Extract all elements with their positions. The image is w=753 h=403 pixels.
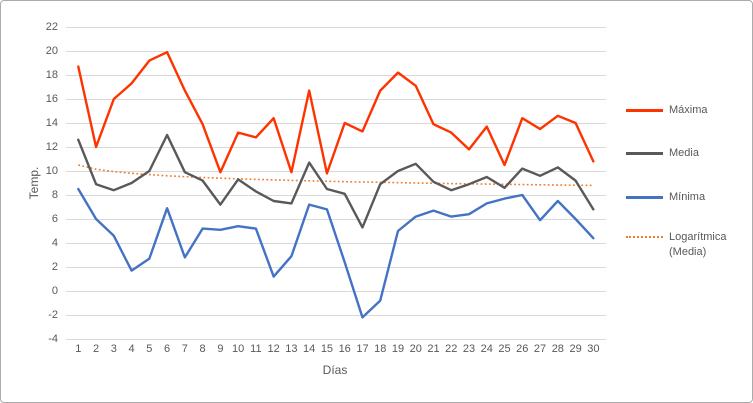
series-line-maxima bbox=[77, 51, 595, 175]
legend-item-maxima: Máxima bbox=[626, 103, 751, 118]
legend-label-minima: Mínima bbox=[669, 191, 706, 203]
x-tick-label: 27 bbox=[533, 343, 547, 355]
x-tick-label: 21 bbox=[427, 343, 440, 355]
x-tick-label: 3 bbox=[110, 343, 117, 355]
x-tick-label: 22 bbox=[445, 343, 458, 355]
x-axis-title: Días bbox=[322, 363, 348, 377]
x-tick-label: 28 bbox=[551, 343, 564, 355]
x-tick-label: 26 bbox=[516, 343, 529, 355]
y-tick-label: 2 bbox=[51, 261, 58, 273]
y-tick-label: 18 bbox=[45, 69, 58, 81]
x-tick-label: 17 bbox=[356, 343, 369, 355]
x-tick-label: 12 bbox=[267, 343, 280, 355]
legend-line-sample-maxima bbox=[626, 109, 663, 112]
y-tick-label: 12 bbox=[45, 141, 58, 153]
x-tick-label: 4 bbox=[128, 343, 135, 355]
x-tick-label: 23 bbox=[462, 343, 476, 355]
x-tick-label: 24 bbox=[480, 343, 493, 355]
x-tick-label: 10 bbox=[232, 343, 245, 355]
legend-label-log-media: Logarítmica (Media) bbox=[669, 231, 727, 258]
series-lines bbox=[77, 51, 595, 319]
x-tick-label: 5 bbox=[146, 343, 153, 355]
x-tick-label: 30 bbox=[587, 343, 600, 355]
legend-item-media: Media bbox=[626, 146, 751, 161]
x-tick-label: 18 bbox=[374, 343, 387, 355]
x-tick-label: 6 bbox=[164, 343, 171, 355]
y-axis-title: Temp. bbox=[27, 166, 41, 200]
x-tick-label: 19 bbox=[391, 343, 405, 355]
y-tick-label: 6 bbox=[51, 213, 58, 225]
x-tick-label: 9 bbox=[217, 343, 224, 355]
legend-line-sample-log-media bbox=[626, 236, 663, 238]
series-line-minima bbox=[77, 187, 595, 319]
y-tick-label: 20 bbox=[45, 45, 58, 57]
x-tick-label: 15 bbox=[320, 343, 334, 355]
legend-label-media: Media bbox=[669, 147, 699, 159]
x-tick-label: 29 bbox=[569, 343, 582, 355]
y-tick-label: 22 bbox=[45, 21, 58, 33]
legend-item-log-media: Logarítmica (Media) bbox=[626, 230, 751, 260]
legend-line-sample-media bbox=[626, 152, 663, 155]
legend-item-minima: Mínima bbox=[626, 190, 751, 205]
x-tick-label: 2 bbox=[92, 343, 100, 355]
x-tick-label: 16 bbox=[338, 343, 351, 355]
y-tick-label: 16 bbox=[45, 93, 58, 105]
y-tick-label: -4 bbox=[48, 333, 58, 345]
gridlines bbox=[66, 27, 606, 340]
y-tick-label: 14 bbox=[45, 117, 58, 129]
x-tick-label: 7 bbox=[181, 343, 188, 355]
x-tick-label: 20 bbox=[409, 343, 422, 355]
x-tick-label: 8 bbox=[199, 343, 206, 355]
x-tick-label: 14 bbox=[303, 343, 316, 355]
y-tick-label: 0 bbox=[51, 285, 58, 297]
y-tick-label: 4 bbox=[51, 237, 58, 249]
x-tick-label: 1 bbox=[75, 343, 82, 355]
series-line-media bbox=[77, 133, 595, 229]
legend-line-sample-minima bbox=[626, 196, 663, 199]
x-tick-label: 11 bbox=[250, 343, 262, 355]
y-tick-label: -2 bbox=[48, 309, 58, 321]
plot-area bbox=[66, 27, 606, 340]
legend-label-maxima: Máxima bbox=[669, 104, 708, 116]
x-tick-label: 25 bbox=[498, 343, 511, 355]
x-tick-label: 13 bbox=[285, 343, 298, 355]
